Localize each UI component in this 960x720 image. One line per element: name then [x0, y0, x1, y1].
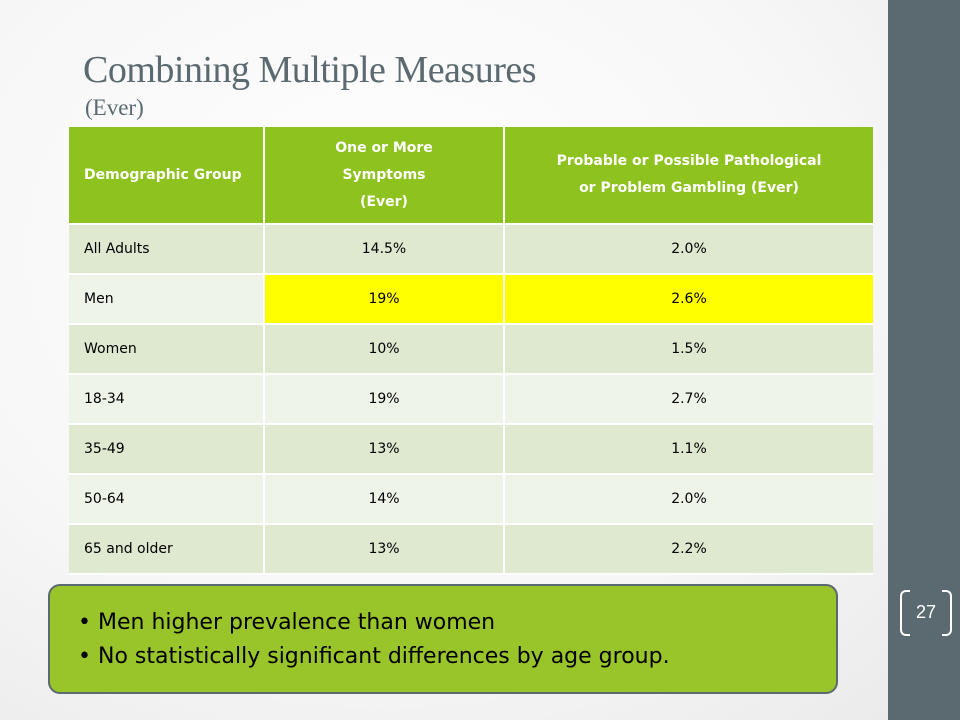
row-gambling-value: 2.7% — [504, 374, 873, 425]
table-row: All Adults 14.5% 2.0% — [69, 224, 873, 275]
row-gambling-value: 1.1% — [504, 424, 873, 475]
header-gambling-line-2: or Problem Gambling (Ever) — [579, 180, 799, 196]
row-symptoms-value: 13% — [264, 424, 505, 475]
summary-bullet: Men higher prevalence than women — [78, 606, 826, 640]
row-symptoms-value: 13% — [264, 524, 505, 575]
row-group-label: 35-49 — [69, 424, 265, 475]
table-row: 50-64 14% 2.0% — [69, 474, 873, 525]
row-gambling-value-highlighted: 2.6% — [504, 274, 873, 325]
header-symptoms: One or More Symptoms (Ever) — [264, 127, 505, 225]
slide-subtitle: (Ever) — [85, 95, 144, 120]
header-gambling-line-1: Probable or Possible Pathological — [556, 153, 822, 169]
row-symptoms-value: 10% — [264, 324, 505, 375]
row-symptoms-value: 14% — [264, 474, 505, 525]
slide-title: Combining Multiple Measures — [83, 49, 537, 91]
header-symptoms-line-2: Symptoms — [342, 166, 426, 183]
row-group-label: 50-64 — [69, 474, 265, 525]
table-row: 18-34 19% 2.7% — [69, 374, 873, 425]
row-group-label: 18-34 — [69, 374, 265, 425]
row-gambling-value: 1.5% — [504, 324, 873, 375]
page-number-right-bracket — [942, 590, 952, 636]
row-group-label: All Adults — [69, 224, 265, 275]
table-header-row: Demographic Group One or More Symptoms (… — [69, 127, 873, 225]
page-number-text: 27 — [915, 601, 937, 622]
row-gambling-value: 2.0% — [504, 474, 873, 525]
row-group-label: 65 and older — [69, 524, 265, 575]
header-demographic-group: Demographic Group — [69, 127, 265, 225]
header-symptoms-line-1: One or More — [335, 139, 433, 156]
summary-bullet: No statistically significant differences… — [78, 640, 826, 674]
table-row: Men 19% 2.6% — [69, 274, 873, 325]
row-symptoms-value: 19% — [264, 374, 505, 425]
row-gambling-value: 2.0% — [504, 224, 873, 275]
table-row: Women 10% 1.5% — [69, 324, 873, 375]
data-table: Demographic Group One or More Symptoms (… — [69, 127, 873, 575]
header-symptoms-line-3: (Ever) — [360, 193, 408, 210]
row-symptoms-value: 14.5% — [264, 224, 505, 275]
page-number-left-bracket — [900, 590, 910, 636]
page-number: 27 — [900, 590, 952, 636]
row-gambling-value: 2.2% — [504, 524, 873, 575]
row-group-label: Men — [69, 274, 265, 325]
table-row: 35-49 13% 1.1% — [69, 424, 873, 475]
row-group-label: Women — [69, 324, 265, 375]
summary-callout-box: Men higher prevalence than women No stat… — [48, 584, 838, 694]
row-symptoms-value-highlighted: 19% — [264, 274, 505, 325]
header-gambling: Probable or Possible Pathological or Pro… — [504, 127, 873, 225]
summary-bullet-list: Men higher prevalence than women No stat… — [60, 606, 826, 674]
table-row: 65 and older 13% 2.2% — [69, 524, 873, 575]
